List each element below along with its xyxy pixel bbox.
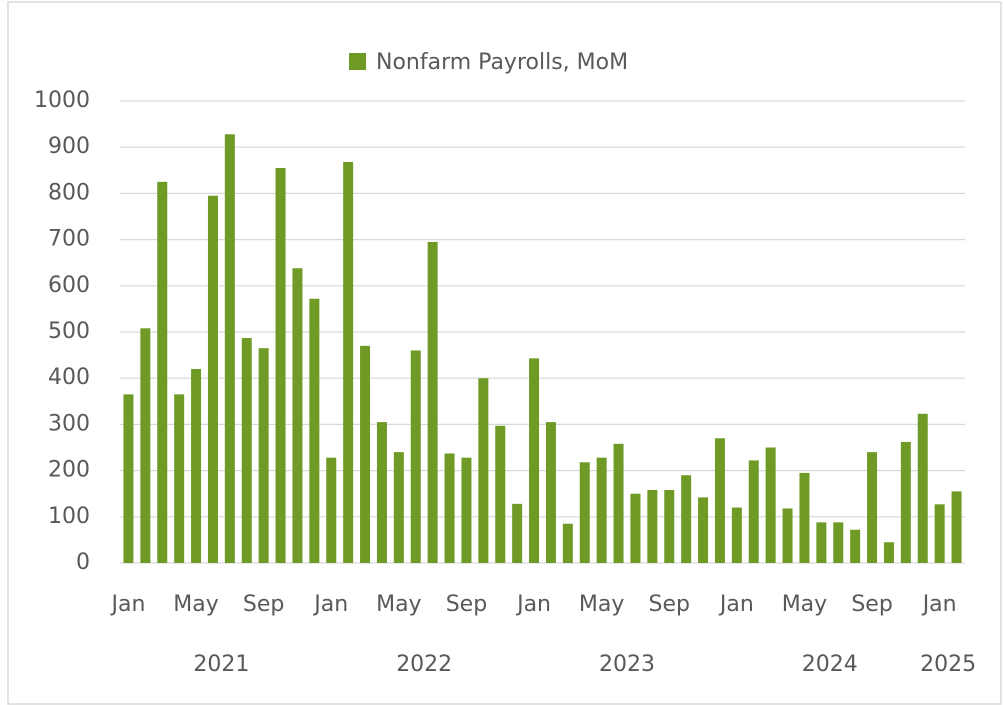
bar — [376, 422, 387, 563]
y-tick-label: 500 — [48, 319, 90, 344]
x-tick-label: Sep — [851, 592, 892, 617]
x-tick-label: Sep — [243, 592, 284, 617]
bar — [157, 181, 168, 563]
y-tick-label: 400 — [48, 365, 90, 390]
x-group-label: 2023 — [599, 652, 655, 677]
bar — [748, 460, 759, 563]
bar — [562, 523, 573, 563]
x-group-label: 2021 — [193, 652, 249, 677]
bar — [191, 368, 202, 563]
bar — [883, 542, 894, 563]
y-tick-label: 600 — [48, 273, 90, 298]
bar — [900, 441, 911, 563]
bar — [799, 472, 810, 563]
bar — [698, 497, 709, 563]
y-tick-label: 900 — [48, 134, 90, 159]
bar — [495, 425, 506, 563]
x-group-label: 2024 — [802, 652, 858, 677]
bar — [478, 378, 489, 563]
bar — [258, 348, 269, 563]
y-tick-label: 300 — [48, 411, 90, 436]
x-tick-label: Sep — [446, 592, 487, 617]
bar — [630, 493, 641, 563]
bar — [529, 358, 540, 563]
bar — [174, 394, 185, 563]
bar — [410, 350, 421, 563]
bar — [224, 134, 235, 564]
bar — [444, 453, 455, 563]
bar — [613, 443, 624, 563]
bar — [867, 452, 878, 563]
bar — [833, 522, 844, 563]
bar — [951, 491, 962, 563]
legend-label: Nonfarm Payrolls, MoM — [376, 50, 628, 75]
x-tick-label: Sep — [649, 592, 690, 617]
bar — [292, 268, 303, 563]
bar — [816, 522, 827, 563]
legend-swatch — [349, 53, 366, 70]
bar — [934, 504, 945, 563]
bar — [393, 452, 404, 563]
y-tick-label: 700 — [48, 227, 90, 252]
bar — [917, 413, 928, 563]
x-tick-label: May — [173, 592, 218, 617]
bar — [461, 457, 472, 563]
x-group-label: 2022 — [396, 652, 452, 677]
bar — [681, 475, 692, 563]
x-group-label: 2025 — [920, 652, 976, 677]
bar — [664, 490, 675, 563]
bar — [140, 328, 151, 563]
bar — [241, 338, 252, 563]
bar — [782, 508, 793, 563]
bar — [275, 167, 286, 564]
bar — [123, 394, 134, 563]
bar — [545, 422, 556, 563]
x-tick-label: May — [376, 592, 421, 617]
bar — [309, 298, 320, 563]
x-tick-label: May — [782, 592, 827, 617]
chart-border — [7, 1, 1002, 705]
bar — [765, 447, 776, 563]
x-tick-label: May — [579, 592, 624, 617]
bar — [714, 438, 725, 563]
bar — [512, 503, 523, 563]
y-tick-label: 100 — [48, 504, 90, 529]
y-tick-label: 200 — [48, 458, 90, 483]
bar — [360, 345, 371, 563]
bar — [207, 195, 218, 563]
y-tick-label: 1000 — [34, 88, 90, 113]
x-tick-label: Jan — [718, 592, 754, 617]
bar — [596, 457, 607, 563]
y-tick-label: 0 — [76, 550, 90, 575]
x-tick-label: Jan — [109, 592, 145, 617]
bar — [647, 490, 658, 563]
y-tick-label: 800 — [48, 180, 90, 205]
bar — [326, 457, 337, 563]
bar — [427, 241, 438, 563]
bar — [850, 529, 861, 563]
bar — [343, 161, 354, 563]
x-tick-label: Jan — [312, 592, 348, 617]
x-tick-label: Jan — [921, 592, 957, 617]
bar — [731, 507, 742, 563]
bar — [579, 462, 590, 563]
x-tick-label: Jan — [515, 592, 551, 617]
